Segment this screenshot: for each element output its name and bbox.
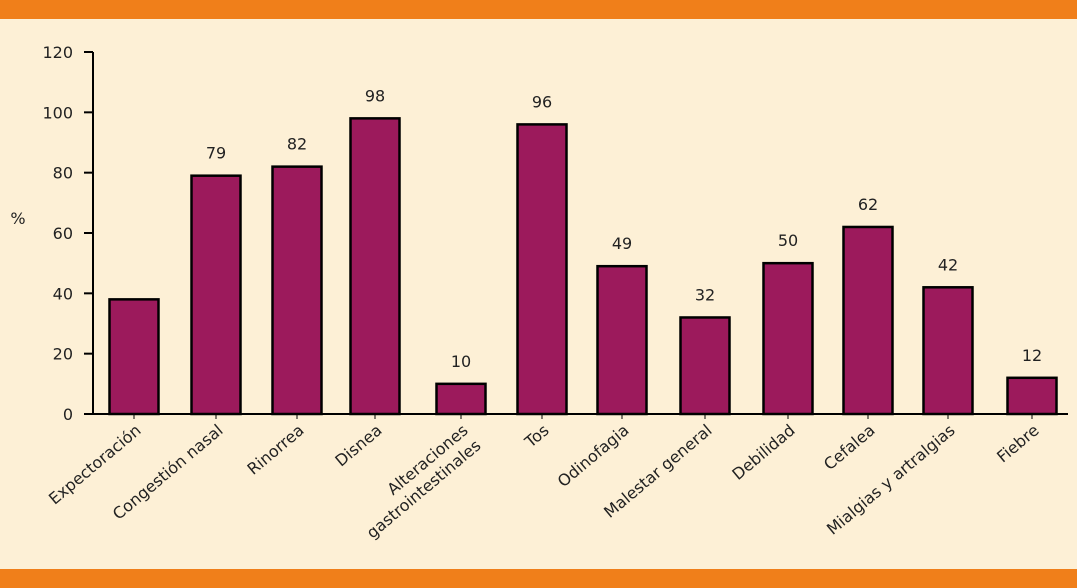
data-label: 10 (451, 352, 471, 371)
bar (435, 382, 487, 416)
y-tick-label: 20 (53, 345, 73, 364)
y-tick-label: 80 (53, 164, 73, 183)
x-tick-label-text: Disnea (331, 421, 385, 471)
y-tick-label: 120 (42, 43, 73, 62)
data-label: 49 (612, 234, 632, 253)
x-tick-label: Rinorrea (244, 421, 308, 479)
data-label: 98 (365, 86, 385, 105)
y-tick-label: 40 (53, 284, 73, 303)
bar (108, 298, 160, 416)
x-tick-label: Mialgias y artralgias (823, 421, 959, 539)
data-label: 62 (858, 195, 878, 214)
x-tick-label: Odinofagia (554, 421, 633, 491)
x-tick-label-text: Tos (520, 421, 552, 452)
data-label: 42 (938, 255, 958, 274)
x-tick-label: Cefalea (820, 421, 879, 474)
y-tick-label: 100 (42, 103, 73, 122)
bar (922, 286, 974, 416)
x-tick-label-text: Mialgias y artralgias (823, 421, 959, 539)
y-axis: 0 20 40 60 80 100 120% (10, 43, 94, 424)
x-tick-label-text: Rinorrea (244, 421, 308, 479)
bar (349, 117, 401, 416)
bar (842, 225, 894, 416)
y-tick-label: 0 (63, 405, 73, 424)
data-label: 96 (532, 92, 552, 111)
x-tick-label: Debilidad (728, 421, 798, 484)
bar (596, 264, 648, 416)
bar (1006, 376, 1058, 416)
top-orange-band (0, 0, 1077, 19)
x-tick-label-text: Debilidad (728, 421, 798, 484)
data-label: 50 (778, 231, 798, 250)
x-tick-label-text: Odinofagia (554, 421, 633, 491)
data-label: 12 (1022, 346, 1042, 365)
y-axis-label: % (10, 209, 25, 228)
y-tick-label: 60 (53, 224, 73, 243)
data-label: 32 (695, 285, 715, 304)
bar (190, 174, 242, 416)
bar (516, 123, 568, 416)
x-tick-label-text: Fiebre (993, 421, 1042, 467)
bars: 79 82 98 10 96 49 32 50 62 42 12 (108, 86, 1058, 416)
data-label: 79 (206, 144, 226, 163)
x-tick-label: Fiebre (993, 421, 1042, 467)
bar (762, 261, 814, 416)
x-tick-label-text: Cefalea (820, 421, 879, 474)
bottom-orange-band (0, 569, 1077, 588)
bar (679, 316, 731, 416)
bar (271, 165, 323, 416)
data-label: 82 (287, 135, 307, 154)
x-tick-label: Tos (520, 421, 552, 452)
x-tick-label: Disnea (331, 421, 385, 471)
